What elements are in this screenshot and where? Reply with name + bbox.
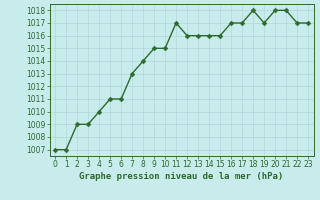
X-axis label: Graphe pression niveau de la mer (hPa): Graphe pression niveau de la mer (hPa) — [79, 172, 284, 181]
